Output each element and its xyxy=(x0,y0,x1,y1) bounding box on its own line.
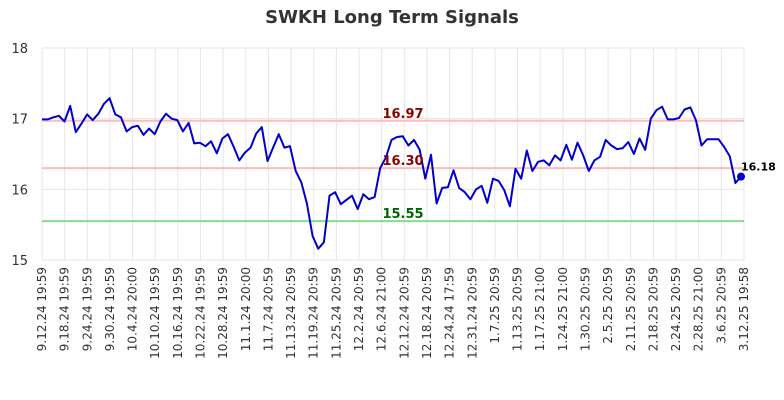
x-tick-label: 12.24.24 17:59 xyxy=(443,267,457,359)
y-tick-label: 16 xyxy=(11,183,28,198)
x-tick-label: 3.12.25 19:58 xyxy=(737,267,751,351)
y-tick-label: 18 xyxy=(11,42,28,57)
x-tick-label: 1.13.25 20:59 xyxy=(511,267,525,351)
level-label: 16.97 xyxy=(382,107,423,122)
x-tick-label: 10.28.24 19:59 xyxy=(216,267,230,359)
x-tick-label: 1.30.25 20:59 xyxy=(578,267,592,351)
x-tick-label: 1.7.25 20:59 xyxy=(488,267,502,344)
x-tick-label: 9.30.24 19:59 xyxy=(103,267,117,351)
last-value-label: 16.18 xyxy=(741,161,776,174)
signal-levels xyxy=(42,119,744,223)
x-tick-label: 11.13.24 20:59 xyxy=(284,267,298,359)
x-tick-label: 12.12.24 20:59 xyxy=(397,267,411,359)
x-tick-label: 3.6.25 20:59 xyxy=(714,267,728,344)
x-axis-ticks: 9.12.24 19:59 9.18.24 19:59 9.24.24 19:59 9… xyxy=(35,267,751,359)
x-tick-label: 1.17.25 21:00 xyxy=(533,267,547,351)
grid-layer xyxy=(41,47,745,261)
x-tick-label: 12.18.24 20:59 xyxy=(420,267,434,359)
level-label: 16.30 xyxy=(382,154,423,169)
x-tick-label: 11.1.24 20:00 xyxy=(239,267,253,351)
x-tick-label: 12.31.24 20:59 xyxy=(465,267,479,359)
series-layer xyxy=(42,97,742,250)
x-tick-label: 2.11.25 20:59 xyxy=(624,267,638,351)
x-tick-label: 12.2.24 20:59 xyxy=(352,267,366,351)
x-tick-label: 10.22.24 19:59 xyxy=(194,267,208,359)
x-tick-label: 2.18.25 20:59 xyxy=(646,267,660,351)
x-tick-label: 2.5.25 20:59 xyxy=(601,267,615,344)
x-tick-label: 10.16.24 19:59 xyxy=(171,267,185,359)
last-value-dot xyxy=(737,172,745,181)
x-tick-label: 2.28.25 21:00 xyxy=(692,267,706,351)
x-tick-label: 11.7.24 20:59 xyxy=(261,267,275,351)
x-tick-label: 10.10.24 19:59 xyxy=(148,267,162,359)
x-tick-label: 12.6.24 21:00 xyxy=(375,267,389,351)
x-tick-label: 11.25.24 20:59 xyxy=(329,267,343,359)
level-label: 15.55 xyxy=(382,207,423,222)
y-tick-label: 17 xyxy=(11,113,28,128)
chart-title: SWKH Long Term Signals xyxy=(265,7,519,28)
series-line xyxy=(42,97,742,250)
y-tick-label: 15 xyxy=(11,254,28,269)
x-tick-label: 2.24.25 20:59 xyxy=(669,267,683,351)
x-tick-label: 10.4.24 20:00 xyxy=(126,267,140,351)
y-axis-ticks: 15 16 17 18 xyxy=(11,42,28,269)
x-tick-label: 11.19.24 20:59 xyxy=(307,267,321,359)
plot-area xyxy=(42,48,744,260)
x-tick-label: 1.24.25 21:00 xyxy=(556,267,570,351)
x-tick-label: 9.18.24 19:59 xyxy=(58,267,72,351)
x-tick-label: 9.24.24 19:59 xyxy=(80,267,94,351)
x-tick-label: 9.12.24 19:59 xyxy=(35,267,49,351)
annotations: 16.97 16.30 15.55 16.18 xyxy=(382,107,775,222)
